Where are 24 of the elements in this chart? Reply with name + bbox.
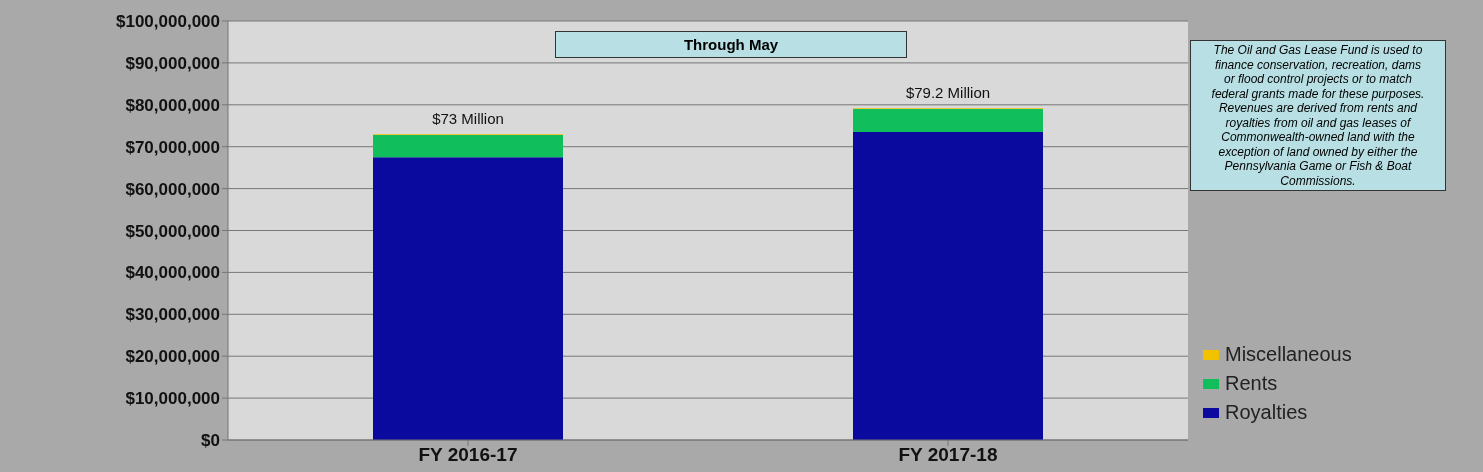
- x-tick-label: FY 2016-17: [418, 444, 518, 466]
- y-tick-label: $0: [201, 431, 220, 451]
- note-box: The Oil and Gas Lease Fund is used to finance conservation, recreation, dams or flood control projects or to match federal grants made for these purposes. Revenues are derived from rents and royalties from oil and gas leases of Commonwealth-owned land with the exception of land owned by either the Pennsylvania Game or Fish & Boat Commissions.: [1190, 40, 1446, 191]
- y-tick-label: $50,000,000: [125, 221, 220, 241]
- y-tick-label: $10,000,000: [125, 389, 220, 409]
- legend-label: Miscellaneous: [1224, 342, 1353, 367]
- bar: [373, 157, 563, 440]
- y-tick-label: $100,000,000: [116, 12, 220, 32]
- y-tick-label: $30,000,000: [125, 305, 220, 325]
- caption-box: Through May: [555, 31, 907, 58]
- bar: [853, 132, 1043, 440]
- bar: [373, 134, 563, 158]
- y-tick-label: $70,000,000: [125, 137, 220, 157]
- annotation: $73 Million: [432, 110, 504, 128]
- annotation: $79.2 Million: [905, 84, 991, 102]
- legend-label: Rents: [1224, 371, 1279, 396]
- y-tick-label: $20,000,000: [125, 347, 220, 367]
- y-tick-label: $40,000,000: [125, 263, 220, 283]
- legend-label: Royalties: [1224, 400, 1309, 425]
- y-tick-label: $60,000,000: [125, 179, 220, 199]
- bar: [853, 108, 1043, 133]
- y-tick-label: $80,000,000: [125, 95, 220, 115]
- y-tick-label: $90,000,000: [125, 53, 220, 73]
- x-tick-label: FY 2017-18: [898, 444, 998, 466]
